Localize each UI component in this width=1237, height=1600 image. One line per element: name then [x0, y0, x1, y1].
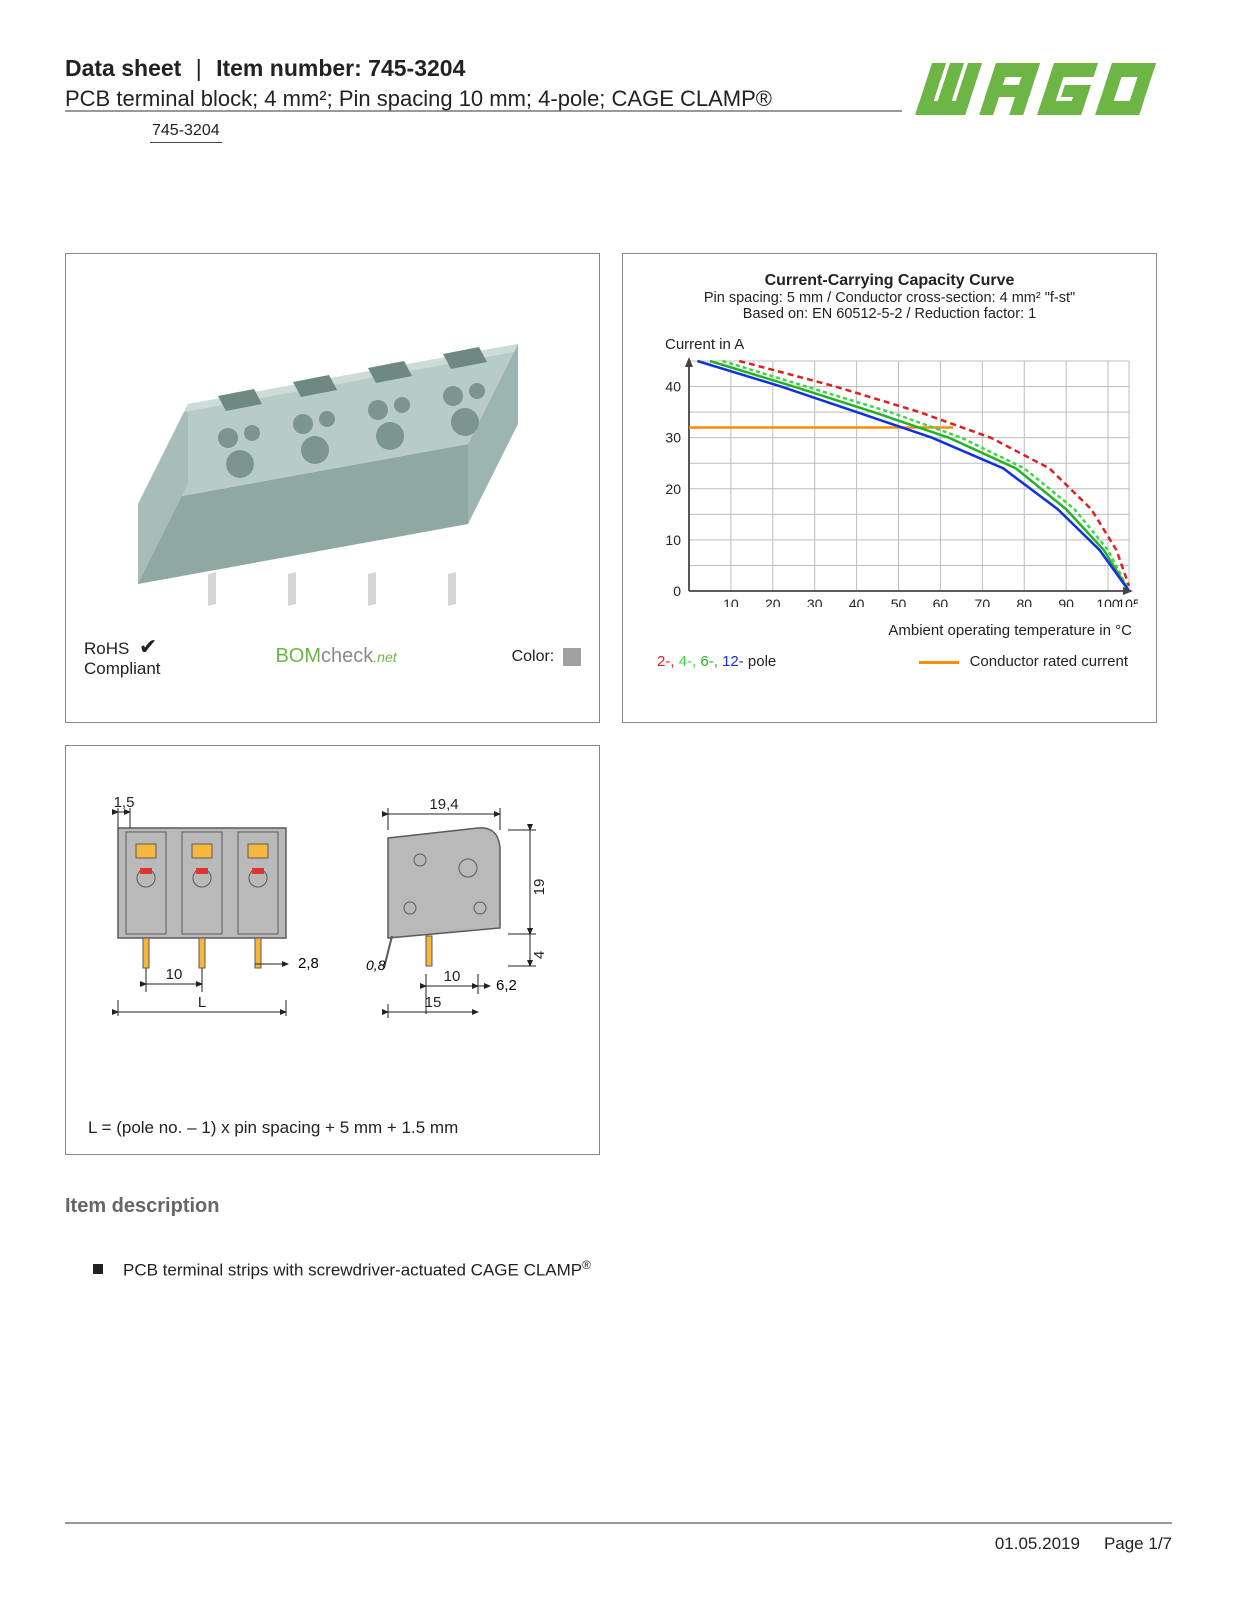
- svg-text:L: L: [198, 994, 206, 1011]
- chart-ylabel: Current in A: [665, 336, 1136, 353]
- title-separator: |: [196, 55, 202, 81]
- svg-text:10: 10: [665, 532, 681, 548]
- svg-text:90: 90: [1058, 596, 1074, 607]
- rohs-line1: RoHS: [84, 639, 129, 658]
- chart-title: Current-Carrying Capacity Curve: [643, 272, 1136, 290]
- bomcheck-logo: BOMcheck.net: [275, 645, 396, 668]
- header-text-block: Data sheet | Item number: 745-3204 PCB t…: [65, 55, 902, 143]
- svg-text:10: 10: [166, 966, 183, 983]
- footer-date: 01.05.2019: [995, 1534, 1080, 1554]
- chart-plot-area: 010203040102030405060708090100105: [643, 357, 1136, 612]
- svg-text:30: 30: [665, 430, 681, 446]
- title-right: Item number: 745-3204: [216, 55, 465, 81]
- svg-text:40: 40: [665, 379, 681, 395]
- length-formula: L = (pole no. – 1) x pin spacing + 5 mm …: [88, 1118, 577, 1138]
- chart-sub1: Pin spacing: 5 mm / Conductor cross-sect…: [643, 290, 1136, 306]
- item-description-heading: Item description: [65, 1195, 1172, 1218]
- dimensions-panel: 1,5 10 2,8 L 19,4 19 4 0,8 10 6,2 15 L = (pole no…: [65, 745, 600, 1155]
- svg-text:15: 15: [424, 994, 441, 1011]
- legend-rated: Conductor rated current: [919, 653, 1128, 670]
- check-icon: ✔: [139, 634, 157, 659]
- svg-text:70: 70: [975, 596, 991, 607]
- svg-text:1,5: 1,5: [114, 794, 135, 811]
- svg-text:20: 20: [765, 596, 781, 607]
- subtitle: PCB terminal block; 4 mm²; Pin spacing 1…: [65, 86, 902, 112]
- svg-text:10: 10: [443, 968, 460, 985]
- part-number-link[interactable]: 745-3204: [150, 122, 222, 143]
- svg-text:19: 19: [531, 879, 548, 896]
- chart-xlabel: Ambient operating temperature in °C: [643, 622, 1136, 639]
- rohs-line2: Compliant: [84, 659, 161, 679]
- title-left: Data sheet: [65, 55, 181, 81]
- logo-glyphs: [915, 63, 1156, 115]
- svg-text:105: 105: [1117, 596, 1138, 607]
- capacity-chart-panel: Current-Carrying Capacity Curve Pin spac…: [622, 253, 1157, 723]
- svg-text:60: 60: [933, 596, 949, 607]
- svg-text:10: 10: [723, 596, 739, 607]
- dimension-front-view: 1,5 10 2,8 L: [88, 768, 318, 1048]
- svg-text:4: 4: [531, 951, 548, 959]
- color-indicator: Color:: [512, 646, 581, 666]
- svg-text:50: 50: [891, 596, 907, 607]
- bomcheck-main: BOM: [275, 645, 321, 667]
- description-list: PCB terminal strips with screwdriver-act…: [65, 1258, 1172, 1281]
- chart-legend: 2-, 4-, 6-, 12- pole Conductor rated cur…: [643, 653, 1136, 670]
- product-footer: RoHS ✔ Compliant BOMcheck.net Color:: [66, 634, 599, 697]
- svg-text:2,8: 2,8: [298, 955, 318, 972]
- svg-text:80: 80: [1016, 596, 1032, 607]
- dimension-drawings: 1,5 10 2,8 L 19,4 19 4 0,8 10 6,2 15: [88, 768, 577, 1048]
- rohs-badge: RoHS ✔ Compliant: [84, 634, 161, 679]
- chart-sub2: Based on: EN 60512-5-2 / Reduction facto…: [643, 306, 1136, 322]
- legend-rated-line: [919, 661, 959, 664]
- svg-text:6,2: 6,2: [496, 977, 517, 994]
- page-header: Data sheet | Item number: 745-3204 PCB t…: [65, 55, 1172, 143]
- bomcheck-suffix: .net: [373, 649, 396, 665]
- legend-rated-text: Conductor rated current: [970, 653, 1128, 670]
- main-grid-row1: RoHS ✔ Compliant BOMcheck.net Color: Cur…: [65, 253, 1172, 723]
- wago-logo: [902, 57, 1172, 126]
- desc-sup: ®: [582, 1258, 591, 1272]
- svg-text:0,8: 0,8: [366, 957, 386, 973]
- product-image-panel: RoHS ✔ Compliant BOMcheck.net Color:: [65, 253, 600, 723]
- bullet-icon: [93, 1264, 103, 1274]
- product-render: [66, 254, 599, 634]
- title-line: Data sheet | Item number: 745-3204: [65, 55, 902, 82]
- color-label: Color:: [512, 648, 555, 665]
- page-footer: 01.05.2019 Page 1/7: [65, 1522, 1172, 1554]
- svg-text:20: 20: [665, 481, 681, 497]
- svg-text:0: 0: [673, 583, 681, 599]
- svg-text:40: 40: [849, 596, 865, 607]
- desc-text: PCB terminal strips with screwdriver-act…: [123, 1261, 582, 1280]
- bomcheck-mid: check: [321, 645, 373, 667]
- legend-poles: 2-, 4-, 6-, 12- pole: [657, 653, 776, 670]
- footer-page: Page 1/7: [1104, 1534, 1172, 1554]
- svg-text:19,4: 19,4: [429, 796, 458, 813]
- dimension-side-view: 19,4 19 4 0,8 10 6,2 15: [348, 768, 578, 1048]
- svg-text:30: 30: [807, 596, 823, 607]
- color-swatch: [563, 648, 581, 666]
- description-item-1: PCB terminal strips with screwdriver-act…: [93, 1258, 1172, 1281]
